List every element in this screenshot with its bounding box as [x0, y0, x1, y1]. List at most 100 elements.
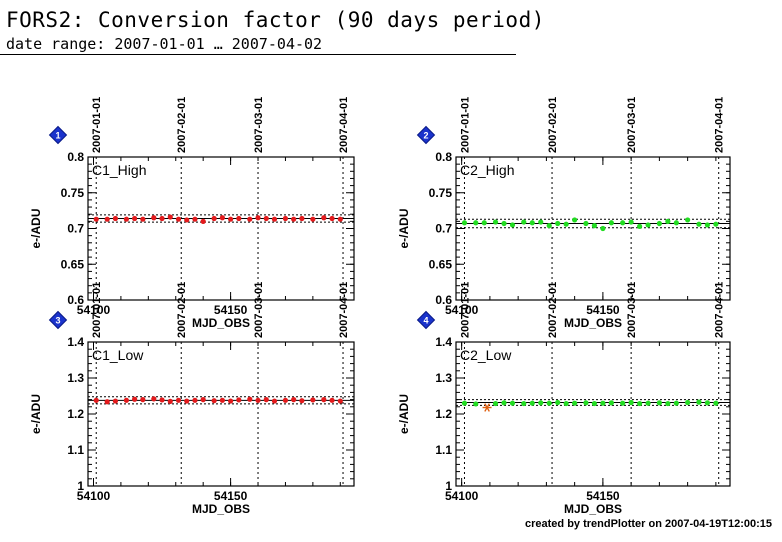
data-point [620, 400, 626, 406]
data-point [112, 215, 119, 222]
data-point [555, 399, 561, 406]
x-tick-label: 54150 [586, 489, 620, 503]
data-point [263, 397, 269, 403]
plot-frame [87, 341, 355, 487]
x-tick-label: 54150 [214, 489, 248, 503]
data-point [600, 225, 606, 232]
y-tick-label: 0.7 [67, 222, 84, 236]
data-point [704, 222, 711, 228]
data-point [509, 400, 516, 406]
outlier-point [482, 403, 492, 412]
date-tick-label: 2007-03-01 [253, 97, 265, 153]
data-point [167, 398, 173, 404]
data-point [192, 397, 198, 403]
data-point [521, 219, 527, 225]
data-point [337, 398, 343, 404]
data-point [132, 396, 138, 402]
panel-number-badge [416, 125, 436, 145]
date-tick-label: 2007-02-01 [176, 282, 188, 338]
panel-number-badge [416, 310, 436, 330]
x-tick-label: 54150 [586, 303, 620, 317]
data-point [151, 396, 157, 402]
date-tick-label: 2007-02-01 [547, 97, 559, 153]
plot-frame [455, 156, 731, 301]
data-point [645, 400, 651, 406]
data-point [637, 223, 643, 229]
data-point [321, 397, 327, 403]
data-point [473, 401, 479, 407]
x-axis-label: MJD_OBS [564, 316, 622, 330]
data-point [167, 214, 173, 220]
data-point [175, 216, 182, 222]
data-point [473, 220, 479, 226]
data-point [628, 219, 634, 225]
panel-label: C1_High [92, 162, 146, 178]
data-point [321, 215, 327, 221]
y-axis-label: e-/ADU [397, 208, 411, 248]
panel-number-text: 1 [55, 131, 60, 141]
panel-number-badge [48, 310, 68, 330]
panel-label: C2_Low [460, 347, 512, 363]
y-tick-label: 1 [77, 479, 84, 493]
panel-number-badge [48, 125, 68, 145]
data-point [563, 221, 569, 227]
date-tick-label: 2007-04-01 [714, 282, 726, 338]
data-point [608, 220, 614, 226]
data-point [175, 397, 182, 403]
y-tick-label: 1.1 [67, 443, 84, 457]
data-point [132, 215, 138, 222]
date-tick-label: 2007-03-01 [253, 282, 265, 338]
data-point [538, 400, 544, 406]
panel-number-text: 2 [423, 131, 428, 141]
y-tick-label: 0.6 [435, 293, 452, 307]
data-point [211, 398, 217, 404]
data-point [140, 397, 146, 403]
data-point [310, 216, 316, 222]
panel-label: C1_Low [92, 347, 144, 363]
data-point [665, 218, 671, 224]
y-tick-label: 1.1 [435, 443, 452, 457]
date-tick-label: 2007-01-01 [459, 282, 471, 338]
date-range-subtitle: date range: 2007-01-01 … 2007-04-02 [6, 35, 323, 53]
date-tick-label: 2007-01-01 [91, 282, 103, 338]
data-point [501, 220, 507, 227]
date-tick-label: 2007-02-01 [547, 282, 559, 338]
data-point [521, 400, 527, 407]
data-point [329, 215, 335, 222]
y-tick-label: 0.8 [67, 150, 84, 164]
data-point [546, 223, 552, 229]
data-point [673, 400, 679, 406]
data-point [219, 215, 225, 221]
x-tick-label: 54100 [77, 489, 111, 503]
data-point [555, 220, 561, 227]
outlier-stroke [484, 403, 490, 412]
y-tick-label: 0.75 [429, 186, 453, 200]
data-point [501, 400, 507, 406]
data-point [563, 400, 569, 407]
plot-frame [455, 341, 731, 487]
data-point [509, 222, 516, 228]
data-point [255, 215, 261, 221]
data-point [704, 400, 711, 406]
data-point [461, 400, 468, 406]
page-title: FORS2: Conversion factor (90 days period… [6, 8, 545, 32]
x-tick-label: 54100 [77, 303, 111, 317]
y-axis-label: e-/ADU [397, 394, 411, 434]
y-tick-label: 1.4 [435, 335, 452, 349]
panel-number-text: 4 [423, 316, 428, 326]
data-point [713, 221, 719, 227]
data-point [645, 222, 651, 228]
y-tick-label: 1.2 [435, 407, 452, 421]
date-tick-label: 2007-03-01 [626, 97, 638, 153]
data-point [583, 220, 589, 227]
data-point [282, 215, 289, 222]
data-point [282, 397, 289, 403]
panel-2: 2007-01-01 2007-02-01 2007-03-01 2007-04-01… [397, 97, 731, 330]
x-tick-label: 54150 [214, 303, 248, 317]
date-tick-label: 2007-03-01 [626, 282, 638, 338]
data-point [685, 217, 691, 223]
x-axis-label: MJD_OBS [192, 316, 250, 330]
date-tick-label: 2007-01-01 [459, 97, 471, 153]
panel-3: 2007-01-01 2007-02-01 2007-03-01 2007-04-01… [29, 282, 355, 516]
